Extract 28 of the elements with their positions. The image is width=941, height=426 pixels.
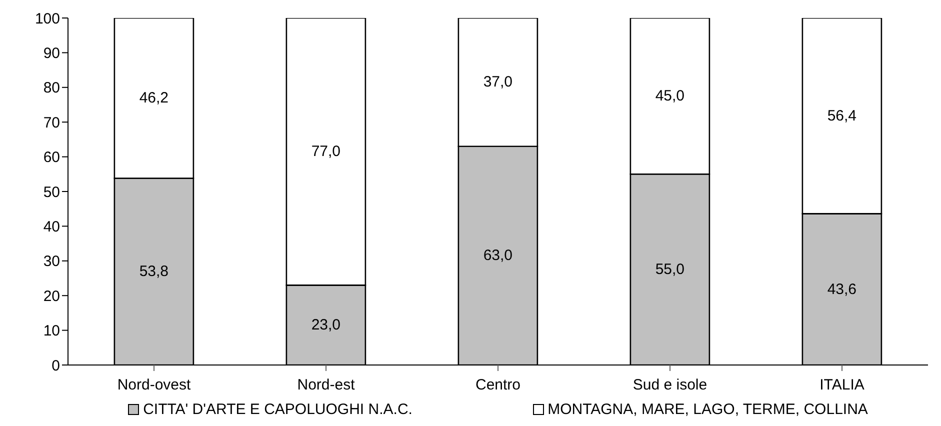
y-tick-label: 90	[43, 45, 60, 62]
x-tick-label: Nord-ovest	[117, 376, 192, 394]
data-label: 56,4	[827, 107, 857, 124]
data-label: 55,0	[655, 261, 685, 278]
data-label: 45,0	[655, 88, 685, 105]
x-tick-label: Centro	[475, 376, 521, 394]
data-label: 43,6	[827, 280, 857, 298]
y-tick-label: 0	[52, 357, 60, 374]
y-tick-label: 80	[43, 80, 60, 97]
data-label: 46,2	[139, 90, 169, 107]
legend-label: MONTAGNA, MARE, LAGO, TERME, COLLINA	[548, 401, 868, 418]
y-tick-label: 30	[43, 253, 60, 270]
y-tick-label: 40	[43, 218, 60, 236]
legend-label: CITTA' D'ARTE E CAPOLUOGHI N.A.C.	[143, 401, 412, 418]
y-tick-label: 50	[43, 184, 60, 201]
y-tick-label: 10	[43, 322, 60, 340]
x-tick-label: Sud e isole	[632, 376, 708, 394]
x-tick-label: ITALIA	[820, 376, 864, 394]
y-tick-label: 60	[43, 149, 60, 166]
y-tick-label: 70	[43, 114, 60, 132]
data-label: 37,0	[483, 74, 513, 91]
data-label: 77,0	[311, 143, 341, 160]
data-label: 23,0	[311, 316, 341, 334]
y-tick-label: 20	[43, 288, 60, 305]
x-tick-label: Nord-est	[297, 376, 356, 394]
data-label: 53,8	[139, 263, 169, 280]
y-tick-label: 100	[34, 10, 60, 28]
data-label: 63,0	[483, 247, 513, 264]
